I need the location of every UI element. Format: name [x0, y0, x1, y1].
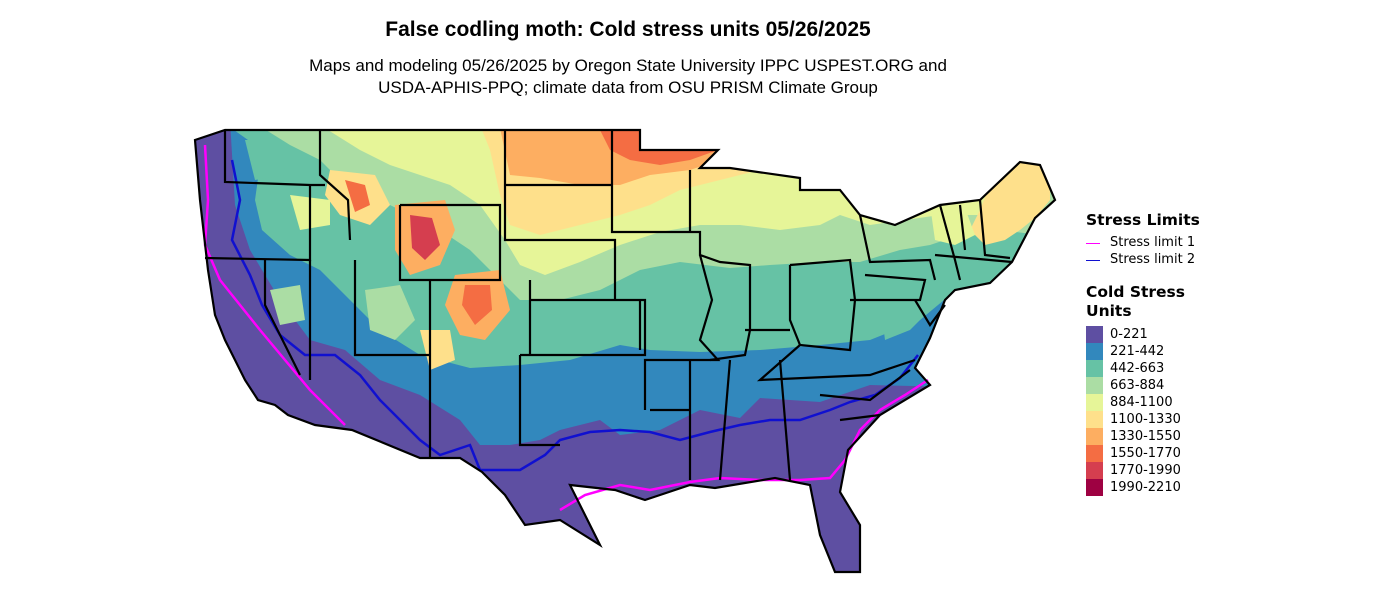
legend-item-label: 663-884 [1110, 378, 1165, 393]
cold-stress-legend-item: 1330-1550 [1086, 428, 1206, 445]
stress-limits-legend: Stress Limits Stress limit 1 Stress limit… [1086, 211, 1200, 268]
subtitle-line-2: USDA-APHIS-PPQ; climate data from OSU PR… [378, 78, 878, 97]
cold-stress-legend-item: 1550-1770 [1086, 445, 1206, 462]
legend-color-swatch [1086, 462, 1103, 479]
legend-item-label: 0-221 [1110, 327, 1148, 342]
legend-item-label: 1100-1330 [1110, 412, 1181, 427]
legend-item-label: 1550-1770 [1110, 446, 1181, 461]
legend-item-label: 884-1100 [1110, 395, 1173, 410]
legend-color-swatch [1086, 360, 1103, 377]
legend-item-label: 221-442 [1110, 344, 1165, 359]
legend-item-label: Stress limit 2 [1110, 252, 1196, 267]
legend-line-swatch [1086, 242, 1100, 244]
legend-line-swatch [1086, 259, 1100, 261]
cold-stress-units-legend-title: Cold Stress Units [1086, 283, 1186, 320]
cold-stress-legend-item: 1770-1990 [1086, 462, 1206, 479]
cold-stress-legend-item: 663-884 [1086, 377, 1206, 394]
stress-limit-legend-item: Stress limit 2 [1086, 251, 1200, 268]
legend-item-label: 1770-1990 [1110, 463, 1181, 478]
cold-stress-legend-item: 1100-1330 [1086, 411, 1206, 428]
legend-item-label: 1330-1550 [1110, 429, 1181, 444]
cold-stress-raster [195, 130, 1055, 572]
cold-stress-legend-item: 221-442 [1086, 343, 1206, 360]
cold-stress-legend-item: 884-1100 [1086, 394, 1206, 411]
subtitle-line-1: Maps and modeling 05/26/2025 by Oregon S… [309, 56, 947, 75]
cold-stress-units-legend: Cold Stress Units 0-221 221-442 442-663 663… [1086, 283, 1206, 496]
state-boundaries [193, 128, 1057, 574]
cold-stress-legend-item: 1990-2210 [1086, 479, 1206, 496]
map-subtitle: Maps and modeling 05/26/2025 by Oregon S… [0, 55, 1256, 99]
legend-item-label: Stress limit 1 [1110, 235, 1196, 250]
map-title: False codling moth: Cold stress units 05… [385, 18, 871, 41]
cold-stress-legend-item: 0-221 [1086, 326, 1206, 343]
stress-limit-legend-item: Stress limit 1 [1086, 234, 1200, 251]
legend-color-swatch [1086, 428, 1103, 445]
legend-item-label: 1990-2210 [1110, 480, 1181, 495]
legend-color-swatch [1086, 377, 1103, 394]
legend-color-swatch [1086, 394, 1103, 411]
legend-color-swatch [1086, 343, 1103, 360]
legend-color-swatch [1086, 479, 1103, 496]
legend-color-swatch [1086, 326, 1103, 343]
cold-stress-legend-item: 442-663 [1086, 360, 1206, 377]
legend-color-swatch [1086, 411, 1103, 428]
legend-item-label: 442-663 [1110, 361, 1165, 376]
legend-color-swatch [1086, 445, 1103, 462]
stress-limits-legend-title: Stress Limits [1086, 211, 1200, 229]
